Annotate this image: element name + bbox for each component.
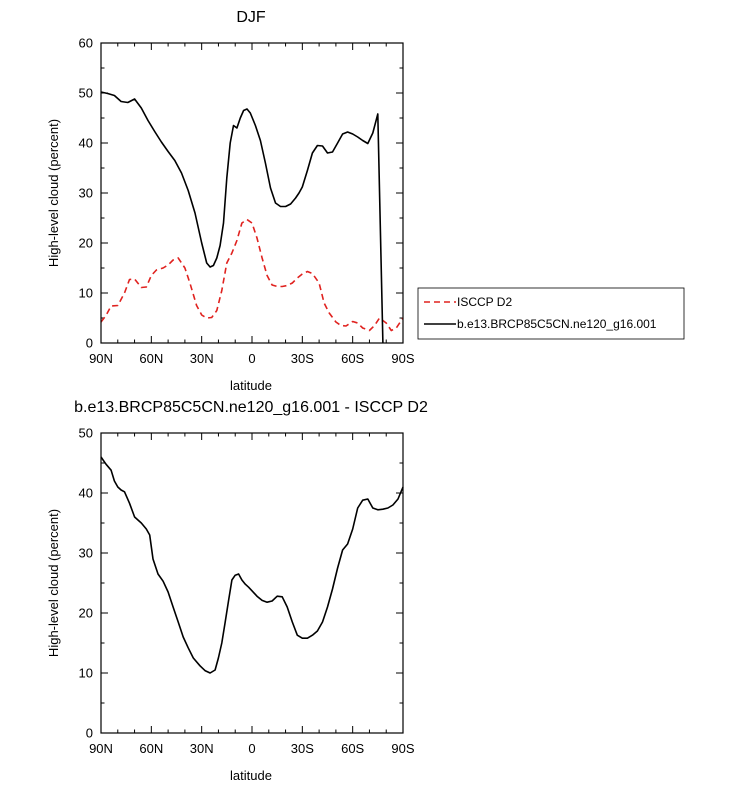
top-plot-frame bbox=[100, 42, 404, 344]
bottom-plot-frame bbox=[100, 432, 404, 734]
top-axis-ticks: 90N 60N 30N 0 30S 60S 90S 0 10 20 30 40 50 60 bbox=[79, 36, 415, 367]
top-legend: ISCCP D2 b.e13.BRCP85C5CN.ne120_g16.001 bbox=[417, 287, 685, 340]
y-tick-label: 20 bbox=[79, 236, 93, 251]
y-tick-label: 50 bbox=[79, 426, 93, 441]
x-tick-label: 30S bbox=[291, 741, 314, 756]
legend-label-model: b.e13.BRCP85C5CN.ne120_g16.001 bbox=[457, 317, 657, 331]
bottom-series-lines bbox=[100, 456, 404, 674]
y-tick-label: 10 bbox=[79, 666, 93, 681]
y-tick-label: 0 bbox=[86, 726, 93, 741]
y-tick-label: 10 bbox=[79, 286, 93, 301]
top-chart-title: DJF bbox=[236, 9, 266, 26]
top-y-axis-label: High-level cloud (percent) bbox=[46, 119, 61, 267]
y-tick-label: 40 bbox=[79, 136, 93, 151]
y-tick-label: 30 bbox=[79, 546, 93, 561]
x-tick-label: 30N bbox=[190, 351, 214, 366]
x-tick-label: 0 bbox=[248, 741, 255, 756]
x-tick-label: 90N bbox=[89, 351, 113, 366]
bottom-y-axis-label: High-level cloud (percent) bbox=[46, 509, 61, 657]
x-tick-label: 60S bbox=[341, 741, 364, 756]
bottom-x-axis-label: latitude bbox=[230, 768, 272, 783]
x-tick-label: 60N bbox=[139, 351, 163, 366]
legend-label-isccp: ISCCP D2 bbox=[457, 295, 512, 309]
top-x-axis-label: latitude bbox=[230, 378, 272, 393]
bottom-panel: b.e13.BRCP85C5CN.ne120_g16.001 - ISCCP D… bbox=[46, 399, 428, 783]
bottom-chart-title: b.e13.BRCP85C5CN.ne120_g16.001 - ISCCP D… bbox=[74, 399, 428, 416]
x-tick-label: 0 bbox=[248, 351, 255, 366]
x-tick-label: 90S bbox=[391, 351, 414, 366]
series-line-0-1 bbox=[100, 91, 384, 344]
y-tick-label: 0 bbox=[86, 336, 93, 351]
y-tick-label: 60 bbox=[79, 36, 93, 51]
y-tick-label: 40 bbox=[79, 486, 93, 501]
y-tick-label: 20 bbox=[79, 606, 93, 621]
series-line-0-0 bbox=[100, 218, 404, 332]
top-series-lines bbox=[100, 91, 404, 344]
x-tick-label: 90N bbox=[89, 741, 113, 756]
x-tick-label: 60N bbox=[139, 741, 163, 756]
series-line-1-0 bbox=[100, 456, 404, 674]
x-tick-label: 60S bbox=[341, 351, 364, 366]
top-panel: DJF latitude High-level cloud (percent) … bbox=[46, 9, 415, 393]
legend-box bbox=[417, 287, 685, 340]
y-tick-label: 50 bbox=[79, 86, 93, 101]
x-tick-label: 30N bbox=[190, 741, 214, 756]
y-tick-label: 30 bbox=[79, 186, 93, 201]
bottom-axis-ticks: 90N 60N 30N 0 30S 60S 90S 0 10 20 30 40 50 bbox=[79, 426, 415, 757]
x-tick-label: 30S bbox=[291, 351, 314, 366]
x-tick-label: 90S bbox=[391, 741, 414, 756]
